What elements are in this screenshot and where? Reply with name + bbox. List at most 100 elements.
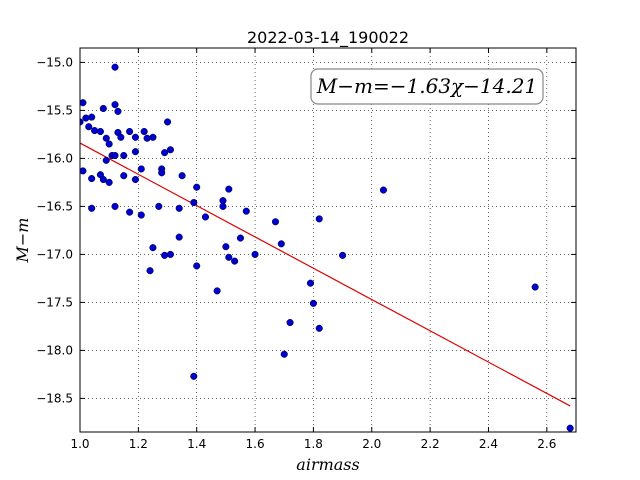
y-axis-ticks: −15.0 −15.5 −16.0 −16.5 −17.0 −17.5 −18.0 −18.5	[36, 55, 576, 405]
data-point	[277, 240, 285, 248]
data-point	[91, 127, 99, 135]
annotation-box	[310, 68, 544, 105]
x-tick-label: 1.6	[246, 437, 265, 451]
x-axis-label: airmass	[296, 455, 359, 474]
y-axis-label: M−m	[13, 218, 32, 264]
data-point	[105, 178, 113, 186]
data-point	[85, 123, 93, 131]
chart-title: 2022-03-14_190022	[247, 28, 409, 48]
data-point	[99, 104, 107, 113]
data-point	[219, 202, 227, 210]
plot-frame	[79, 47, 577, 433]
data-point	[111, 151, 119, 160]
data-point	[271, 218, 280, 226]
data-point	[126, 208, 134, 216]
x-tick-label: 2.2	[421, 437, 440, 451]
x-tick-label: 1.0	[70, 437, 89, 451]
data-point	[163, 118, 172, 126]
data-point	[88, 175, 96, 183]
data-point	[315, 324, 323, 332]
data-point	[566, 424, 574, 432]
data-point	[131, 175, 139, 184]
data-point	[80, 118, 84, 126]
data-point	[161, 251, 169, 259]
data-point	[286, 319, 294, 327]
data-point	[158, 169, 166, 177]
data-point	[102, 134, 110, 142]
data-point	[531, 283, 539, 291]
x-tick-label: 1.8	[304, 437, 323, 451]
data-point	[236, 234, 245, 242]
data-point	[96, 127, 104, 136]
x-tick-label: 2.0	[362, 437, 381, 451]
data-point	[80, 167, 87, 175]
y-tick-label: −18.0	[36, 343, 73, 357]
y-tick-label: −17.5	[36, 295, 73, 309]
data-point	[280, 350, 288, 358]
fit-annotation: M−m=−1.63χ−14.21	[310, 68, 544, 105]
x-tick-label: 2.4	[479, 437, 498, 451]
data-point	[111, 63, 119, 71]
fit-line-group	[79, 142, 571, 407]
data-point	[225, 253, 233, 261]
y-tick-label: −15.5	[36, 103, 73, 117]
data-point	[225, 185, 233, 193]
data-point	[131, 148, 139, 156]
data-point	[190, 199, 198, 207]
data-point	[213, 287, 221, 295]
data-point	[178, 172, 186, 180]
data-point	[166, 250, 174, 258]
x-tick-label: 2.6	[537, 437, 556, 451]
data-point	[88, 204, 96, 212]
data-point	[166, 146, 174, 154]
data-point	[114, 107, 122, 115]
data-point	[201, 213, 210, 221]
y-tick-label: −17.0	[36, 247, 73, 261]
data-point	[140, 127, 148, 136]
data-point	[120, 172, 128, 180]
data-point	[155, 202, 163, 210]
data-point	[120, 151, 128, 160]
data-point	[105, 140, 113, 148]
data-point	[111, 202, 119, 210]
annotation-text: M−m=−1.63χ−14.21	[316, 74, 537, 98]
data-point	[251, 250, 259, 258]
y-tick-label: −16.0	[36, 151, 73, 165]
fit-line	[79, 142, 571, 407]
data-point	[379, 186, 387, 194]
data-point	[82, 114, 90, 122]
data-point	[190, 372, 198, 380]
data-point	[102, 156, 110, 164]
data-point	[131, 133, 139, 141]
data-point	[175, 233, 183, 241]
x-tick-label: 1.2	[129, 437, 148, 451]
data-point	[309, 299, 317, 307]
data-point	[111, 101, 119, 109]
data-point	[88, 113, 96, 121]
data-point	[80, 99, 87, 107]
data-point	[149, 244, 157, 252]
y-tick-label: −16.5	[36, 199, 73, 213]
data-point	[99, 175, 107, 184]
plot-area	[80, 48, 576, 432]
data-point	[117, 133, 125, 141]
data-point	[149, 133, 157, 141]
data-point	[193, 183, 201, 191]
data-point	[137, 165, 145, 173]
x-tick-label: 1.4	[187, 437, 206, 451]
data-point	[161, 149, 169, 157]
data-point	[306, 279, 315, 287]
data-point	[315, 215, 323, 223]
data-point	[143, 134, 151, 142]
y-tick-label: −15.0	[36, 55, 73, 69]
data-point	[137, 211, 145, 219]
data-point	[146, 267, 154, 275]
data-point	[231, 257, 239, 265]
data-point	[175, 204, 183, 212]
x-axis-ticks: 1.0 1.2 1.4 1.6 1.8 2.0 2.2 2.4 2.6	[70, 48, 556, 451]
data-point	[242, 207, 250, 215]
y-tick-label: −18.5	[36, 391, 73, 405]
data-point	[222, 243, 230, 251]
